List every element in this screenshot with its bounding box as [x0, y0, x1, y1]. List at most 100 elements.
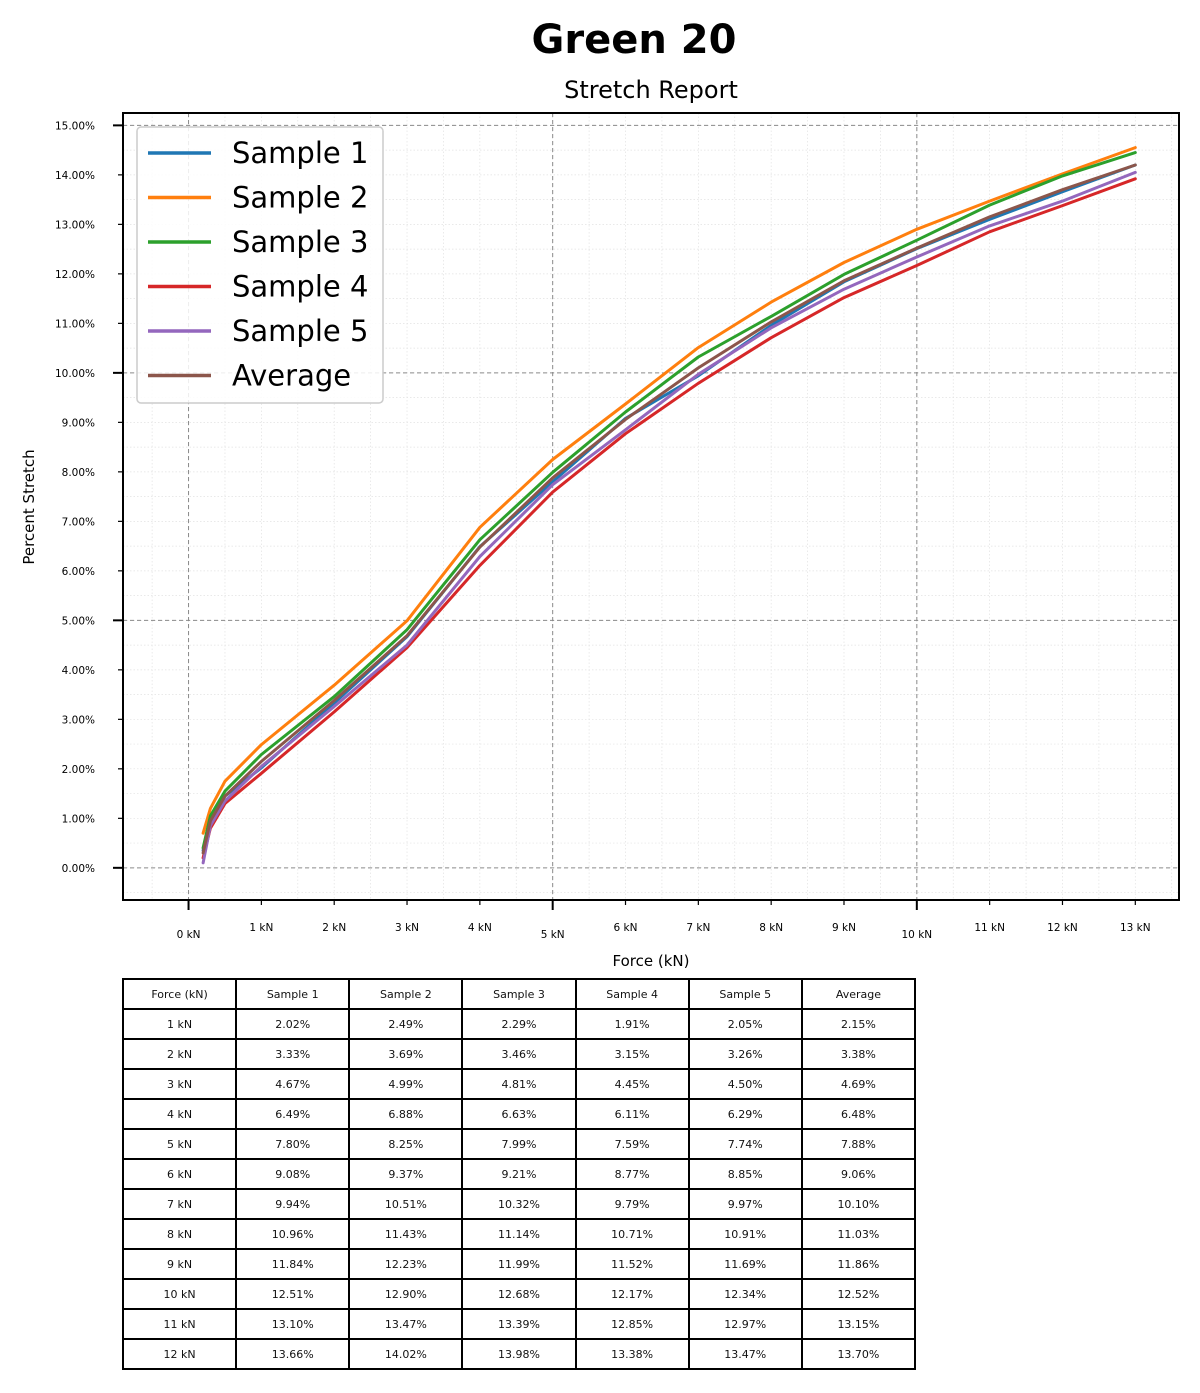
y-tick-label: 8.00%	[62, 467, 95, 479]
x-tick-label: 12 kN	[1047, 922, 1078, 934]
table-cell: 7.99%	[461, 1128, 577, 1160]
x-tick-label: 10 kN	[902, 929, 933, 941]
table-cell: 3.33%	[235, 1038, 351, 1070]
table-cell: 9 kN	[121, 1248, 238, 1280]
x-tick-label: 13 kN	[1120, 922, 1151, 934]
table-cell: 9.79%	[574, 1188, 690, 1220]
table-cell: 12.34%	[687, 1278, 803, 1310]
table-cell: 7 kN	[121, 1188, 238, 1220]
table-cell: 10.71%	[574, 1218, 690, 1250]
table-row: 4 kN 6.49% 6.88% 6.63% 6.11% 6.29% 6.48%	[121, 1098, 917, 1130]
y-tick-label: 11.00%	[55, 318, 95, 330]
series-line-sample-5	[201, 170, 1137, 865]
legend: Sample 1 Sample 2 Sample 3 Sample 4 Sample 5…	[136, 126, 384, 404]
table-cell: 4.99%	[348, 1068, 464, 1100]
table-cell: 12.68%	[461, 1278, 577, 1310]
y-tick-label: 13.00%	[55, 219, 95, 231]
table-header-cell: Sample 3	[461, 978, 577, 1010]
legend-label: Sample 3	[232, 225, 368, 259]
table-cell: 11.14%	[461, 1218, 577, 1250]
series-line-average	[201, 163, 1137, 855]
stretch-report-chart: Green 20 Stretch Report 0 kN 1 kN 2 kN 3 kN…	[20, 17, 1180, 970]
table-cell: 13.70%	[800, 1338, 917, 1370]
table-cell: 12 kN	[121, 1338, 238, 1370]
table-header-cell: Sample 1	[235, 978, 351, 1010]
table-header-row: Force (kN) Sample 1 Sample 2 Sample 3 Sample…	[121, 978, 917, 1010]
table-body: 1 kN 2.02% 2.49% 2.29% 1.91% 2.05% 2.15% 2 kN 3.…	[121, 1008, 917, 1370]
table-cell: 12.23%	[348, 1248, 464, 1280]
legend-label: Sample 4	[232, 270, 368, 304]
x-tick-label: 7 kN	[686, 922, 710, 934]
y-tick-label: 10.00%	[55, 368, 95, 380]
table-cell: 9.21%	[461, 1158, 577, 1190]
table-cell: 9.94%	[235, 1188, 351, 1220]
y-tick-label: 12.00%	[55, 269, 95, 281]
table-cell: 6.29%	[687, 1098, 803, 1130]
table-row: 2 kN 3.33% 3.69% 3.46% 3.15% 3.26% 3.38%	[121, 1038, 917, 1070]
table-cell: 13.10%	[235, 1308, 351, 1340]
table-header-cell: Sample 5	[687, 978, 803, 1010]
data-table: Force (kN) Sample 1 Sample 2 Sample 3 Sample…	[121, 978, 917, 1370]
table-cell: 2.05%	[687, 1008, 803, 1040]
table-cell: 11.86%	[800, 1248, 917, 1280]
table-row: 3 kN 4.67% 4.99% 4.81% 4.45% 4.50% 4.69%	[121, 1068, 917, 1100]
table-cell: 7.80%	[235, 1128, 351, 1160]
table-cell: 8.85%	[687, 1158, 803, 1190]
table-cell: 11 kN	[121, 1308, 238, 1340]
table-header-cell: Sample 2	[348, 978, 464, 1010]
table-cell: 1 kN	[121, 1008, 238, 1040]
table-cell: 4.81%	[461, 1068, 577, 1100]
axis-ticks: 0 kN 1 kN 2 kN 3 kN 4 kN 5 kN 6 kN 7 kN 8 kN 9 kN…	[55, 120, 1151, 941]
table-cell: 12.97%	[687, 1308, 803, 1340]
table-header-cell: Force (kN)	[121, 978, 238, 1010]
table-header-cell: Sample 4	[574, 978, 690, 1010]
y-tick-label: 9.00%	[62, 417, 95, 429]
table-cell: 10 kN	[121, 1278, 238, 1310]
y-tick-label: 4.00%	[62, 665, 95, 677]
table-cell: 3 kN	[121, 1068, 238, 1100]
table-row: 11 kN 13.10% 13.47% 13.39% 12.85% 12.97% 13.15…	[121, 1308, 917, 1340]
table-cell: 10.10%	[800, 1188, 917, 1220]
x-tick-label: 1 kN	[249, 922, 273, 934]
series-line-sample-2	[201, 146, 1137, 835]
legend-label: Average	[232, 359, 351, 393]
table-cell: 9.37%	[348, 1158, 464, 1190]
table-cell: 12.52%	[800, 1278, 917, 1310]
table-cell: 13.38%	[574, 1338, 690, 1370]
x-tick-label: 5 kN	[541, 929, 565, 941]
table-cell: 6.48%	[800, 1098, 917, 1130]
table-cell: 11.99%	[461, 1248, 577, 1280]
y-tick-label: 6.00%	[62, 566, 95, 578]
table-cell: 13.39%	[461, 1308, 577, 1340]
table-cell: 10.91%	[687, 1218, 803, 1250]
y-tick-label: 0.00%	[62, 863, 95, 875]
table-cell: 8 kN	[121, 1218, 238, 1250]
table-cell: 3.38%	[800, 1038, 917, 1070]
table-cell: 13.47%	[348, 1308, 464, 1340]
legend-label: Sample 5	[232, 314, 368, 348]
table-cell: 4.67%	[235, 1068, 351, 1100]
legend-label: Sample 1	[232, 136, 368, 170]
legend-label: Sample 2	[232, 181, 368, 215]
table-cell: 13.98%	[461, 1338, 577, 1370]
y-tick-label: 5.00%	[62, 615, 95, 627]
chart-title: Stretch Report	[564, 76, 738, 104]
table-row: 12 kN 13.66% 14.02% 13.98% 13.38% 13.47% 13.70…	[121, 1338, 917, 1370]
x-tick-label: 2 kN	[322, 922, 346, 934]
table-cell: 11.52%	[574, 1248, 690, 1280]
table-cell: 4.45%	[574, 1068, 690, 1100]
series-line-sample-4	[201, 177, 1137, 860]
table-cell: 2.49%	[348, 1008, 464, 1040]
table-cell: 9.08%	[235, 1158, 351, 1190]
table-row: 5 kN 7.80% 8.25% 7.99% 7.59% 7.74% 7.88%	[121, 1128, 917, 1160]
table-cell: 12.90%	[348, 1278, 464, 1310]
table-cell: 6.63%	[461, 1098, 577, 1130]
y-tick-label: 2.00%	[62, 764, 95, 776]
table-row: 1 kN 2.02% 2.49% 2.29% 1.91% 2.05% 2.15%	[121, 1008, 917, 1040]
x-tick-label: 3 kN	[395, 922, 419, 934]
table-cell: 4 kN	[121, 1098, 238, 1130]
table-cell: 7.59%	[574, 1128, 690, 1160]
table-row: 9 kN 11.84% 12.23% 11.99% 11.52% 11.69% 11.86%	[121, 1248, 917, 1280]
x-tick-label: 9 kN	[832, 922, 856, 934]
table-cell: 8.25%	[348, 1128, 464, 1160]
